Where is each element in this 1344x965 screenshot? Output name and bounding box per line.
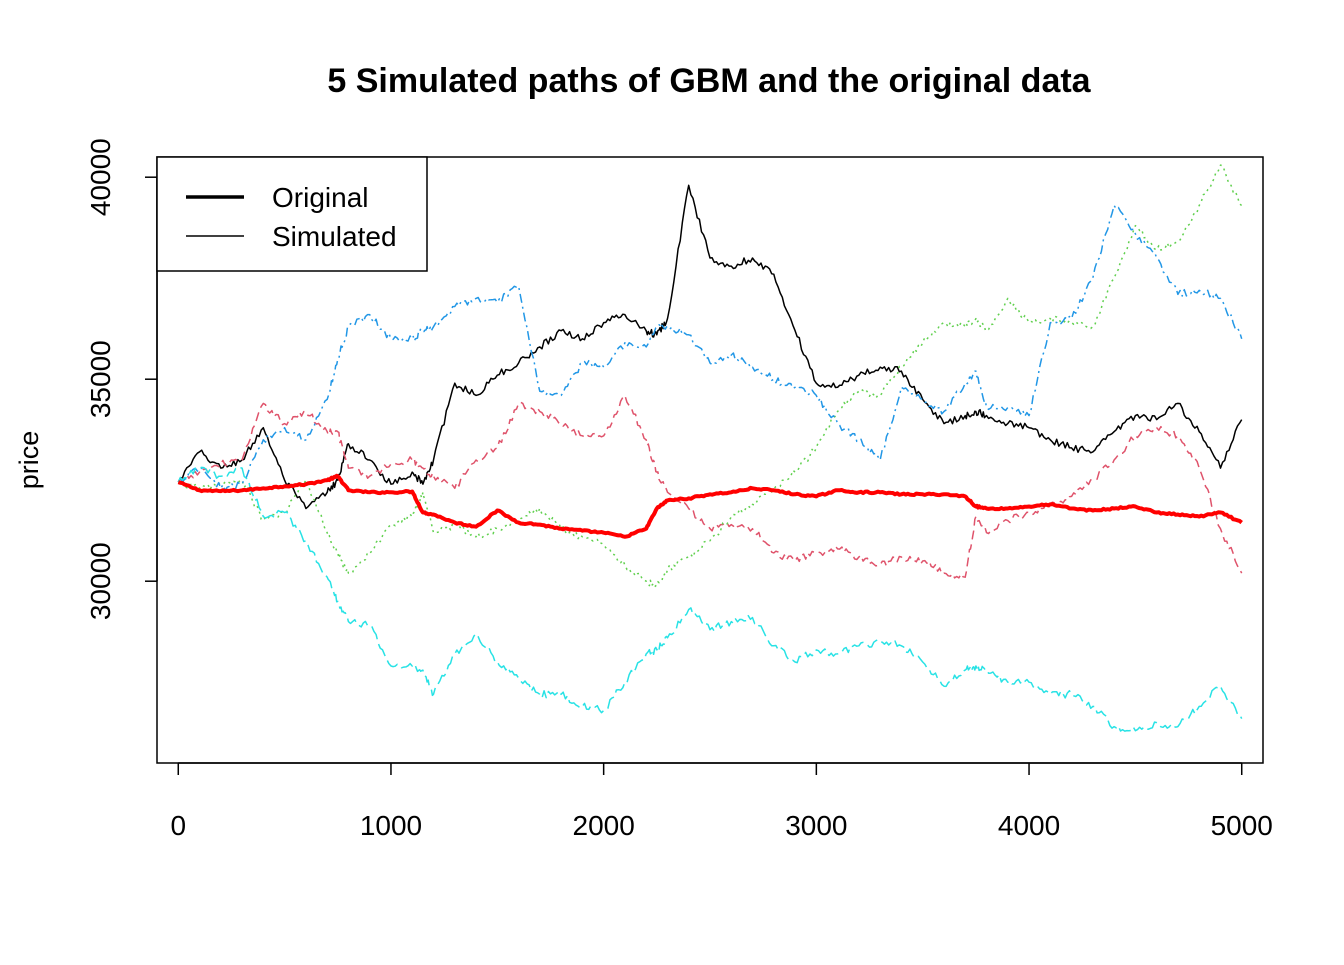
legend: Original Simulated [156,156,428,272]
series-line-simulated-4 [177,204,1243,492]
series-layer [177,164,1243,732]
x-tick-label: 0 [170,810,186,841]
x-tick-label: 5000 [1211,810,1273,841]
y-tick-label: 30000 [85,542,116,620]
series-line-simulated-1 [177,184,1243,510]
y-axis-label: price [14,431,44,490]
series-line-simulated-2 [177,394,1243,579]
series-line-simulated-5 [177,466,1243,732]
x-axis: 0 1000 2000 3000 4000 5000 [170,762,1273,841]
chart-title: 5 Simulated paths of GBM and the origina… [327,62,1091,100]
y-tick-label: 35000 [85,340,116,418]
legend-label-original: Original [272,182,368,213]
x-tick-label: 1000 [360,810,422,841]
series-line-simulated-3 [177,164,1243,588]
x-tick-label: 3000 [785,810,847,841]
x-tick-label: 4000 [998,810,1060,841]
legend-box [156,156,428,272]
series-line-original [177,473,1243,539]
legend-label-simulated: Simulated [272,221,397,252]
x-tick-label: 2000 [573,810,635,841]
y-tick-label: 40000 [85,138,116,216]
y-axis: 30000 35000 40000 [85,138,158,620]
